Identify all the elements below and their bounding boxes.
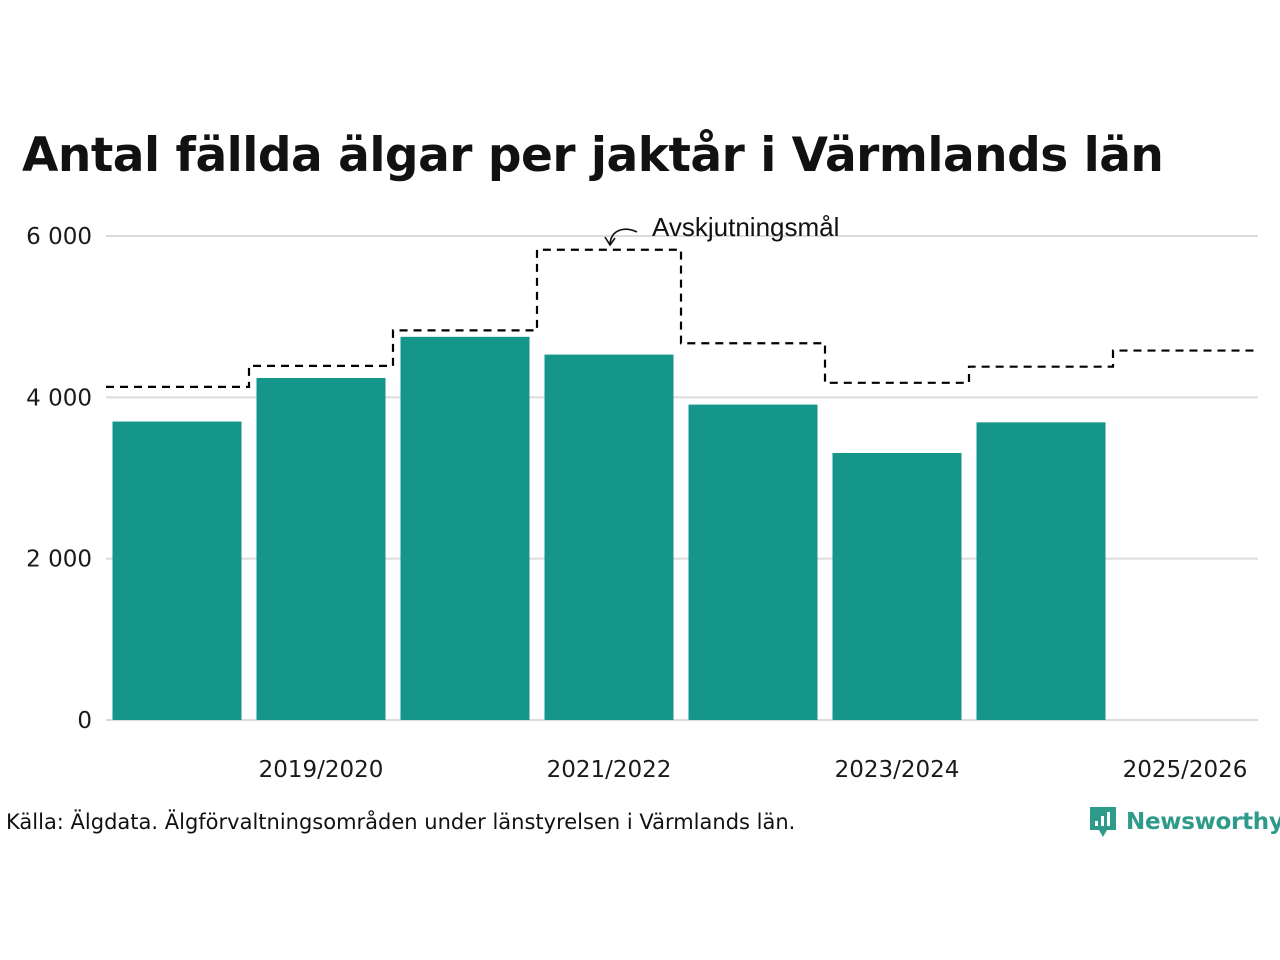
- source-note: Källa: Älgdata. Älgförvaltningsområden u…: [6, 810, 796, 834]
- annotation-arrow: [609, 228, 638, 245]
- y-tick-label: 4 000: [26, 385, 92, 411]
- bar-2023-2024: [832, 452, 962, 720]
- annotation-group: Avskjutningsmål: [604, 212, 839, 247]
- bars: [112, 336, 1106, 720]
- x-tick-label: 2019/2020: [259, 757, 384, 783]
- bar-2022-2023: [688, 404, 818, 720]
- chart-title: Antal fällda älgar per jaktår i Värmland…: [22, 128, 1164, 183]
- y-tick-label: 0: [77, 708, 92, 734]
- bar-2024-2025: [976, 422, 1106, 720]
- annotation-label: Avskjutningsmål: [652, 212, 839, 242]
- brand-name: Newsworthy: [1126, 809, 1280, 835]
- x-tick-label: 2023/2024: [835, 757, 960, 783]
- x-tick-label: 2025/2026: [1123, 757, 1248, 783]
- x-axis-ticks: 2019/2020 2021/2022 2023/2024 2025/2026: [259, 757, 1248, 783]
- x-tick-label: 2021/2022: [547, 757, 672, 783]
- bar-2018-2019: [112, 421, 242, 720]
- bar-chart: 0 2 000 4 000 6 000 2019/2020 2021/2022 2023/…: [26, 212, 1258, 783]
- y-axis-ticks: 0 2 000 4 000 6 000: [26, 224, 92, 734]
- annotation-arrowhead: [604, 236, 616, 247]
- bar-2021-2022: [544, 354, 674, 720]
- y-tick-label: 2 000: [26, 547, 92, 573]
- target-line-avskjutningsmal: [106, 248, 1258, 388]
- bar-2020-2021: [400, 336, 530, 720]
- newsworthy-logo-icon: [1090, 807, 1116, 837]
- bar-2019-2020: [256, 377, 386, 720]
- brand-logo: Newsworthy: [1088, 804, 1280, 840]
- target-step-line: [106, 248, 1258, 388]
- y-tick-label: 6 000: [26, 224, 92, 250]
